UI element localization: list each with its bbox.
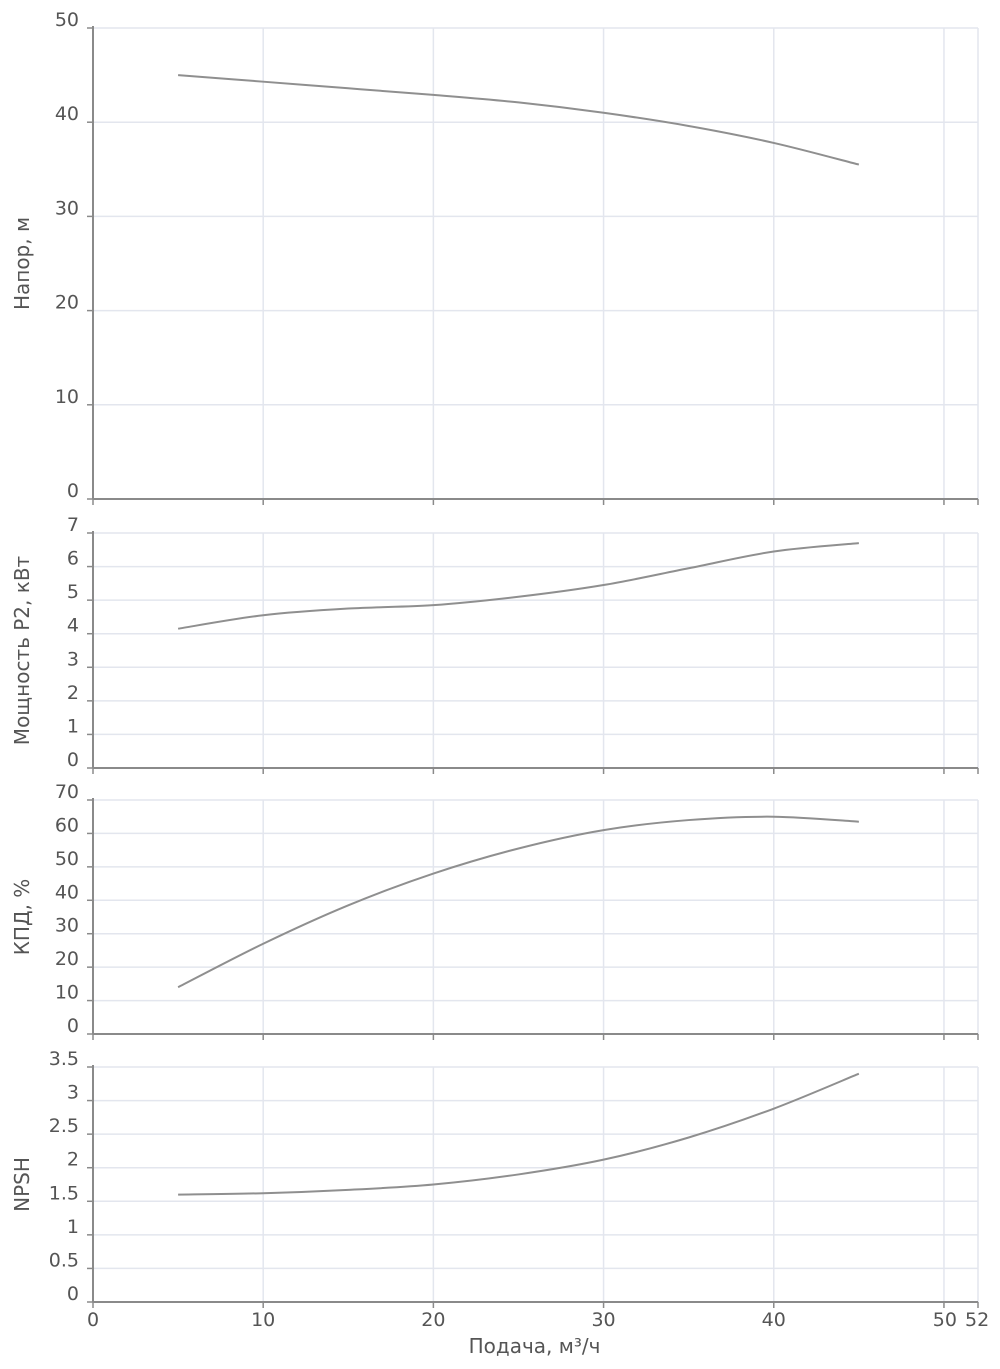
- y-tick-label-npsh: 1.5: [49, 1182, 79, 1204]
- y-tick-label-head: 20: [55, 292, 79, 314]
- series-line-head: [178, 74, 860, 166]
- y-tick-label-head: 10: [55, 386, 79, 408]
- x-tick-label: 30: [591, 1309, 615, 1331]
- x-tick-label: 20: [421, 1309, 445, 1331]
- y-tick-label-power: 5: [67, 581, 79, 603]
- y-tick-label-efficiency: 30: [55, 915, 79, 937]
- y-tick-label-efficiency: 40: [55, 881, 79, 903]
- y-axis-title-efficiency: КПД, %: [10, 879, 34, 956]
- panel-head: 0 10 20 30 40 50 Напор, м: [10, 9, 979, 505]
- y-tick-label-head: 40: [55, 103, 79, 125]
- x-tick-label: 0: [87, 1309, 99, 1331]
- y-tick-label-npsh: 0.5: [49, 1249, 79, 1271]
- y-tick-label-npsh: 3: [67, 1082, 79, 1104]
- y-tick-label-efficiency: 50: [55, 848, 79, 870]
- y-tick-label-npsh: 2: [67, 1149, 79, 1171]
- y-tick-label-power: 4: [67, 615, 79, 637]
- y-tick-label-npsh: 3.5: [49, 1048, 79, 1070]
- y-tick-label-efficiency: 20: [55, 948, 79, 970]
- y-tick-label-efficiency: 0: [67, 1015, 79, 1037]
- y-tick-label-power: 0: [67, 749, 79, 771]
- panel-power: 0 1 2 3 4 5 6 7 Мощность Р2, кВт: [10, 514, 979, 774]
- panel-efficiency: 0 10 20 30 40 50 60 70 КПД, %: [10, 781, 979, 1040]
- y-axis-title-npsh: NPSH: [10, 1157, 34, 1212]
- y-tick-label-npsh: 1: [67, 1216, 79, 1238]
- y-tick-label-head: 0: [67, 480, 79, 502]
- y-tick-label-power: 6: [67, 548, 79, 570]
- x-tick-label: 52: [965, 1309, 989, 1331]
- y-tick-label-npsh: 2.5: [49, 1115, 79, 1137]
- y-tick-label-head: 30: [55, 197, 79, 219]
- y-tick-label-efficiency: 10: [55, 982, 79, 1004]
- y-tick-label-efficiency: 70: [55, 781, 79, 803]
- y-tick-label-head: 50: [55, 9, 79, 31]
- x-tick-label: 50: [933, 1309, 957, 1331]
- y-tick-label-efficiency: 60: [55, 814, 79, 836]
- y-tick-label-power: 2: [67, 682, 79, 704]
- x-tick-label: 10: [251, 1309, 275, 1331]
- y-axis-title-power: Мощность Р2, кВт: [10, 555, 34, 745]
- y-axis-title-head: Напор, м: [10, 217, 34, 310]
- y-tick-label-power: 1: [67, 715, 79, 737]
- x-tick-label: 40: [762, 1309, 786, 1331]
- y-tick-label-power: 3: [67, 648, 79, 670]
- series-line-power: [177, 542, 859, 630]
- x-axis-title: Подача, м³/ч: [469, 1334, 601, 1358]
- y-tick-label-power: 7: [67, 514, 79, 536]
- series-line-npsh: [178, 1072, 860, 1196]
- panel-npsh: 0 0.5 1 1.5 2 2.5 3 3.5 NPSH: [10, 1048, 979, 1308]
- series-line-efficiency: [177, 815, 859, 989]
- y-tick-label-npsh: 0: [67, 1283, 79, 1305]
